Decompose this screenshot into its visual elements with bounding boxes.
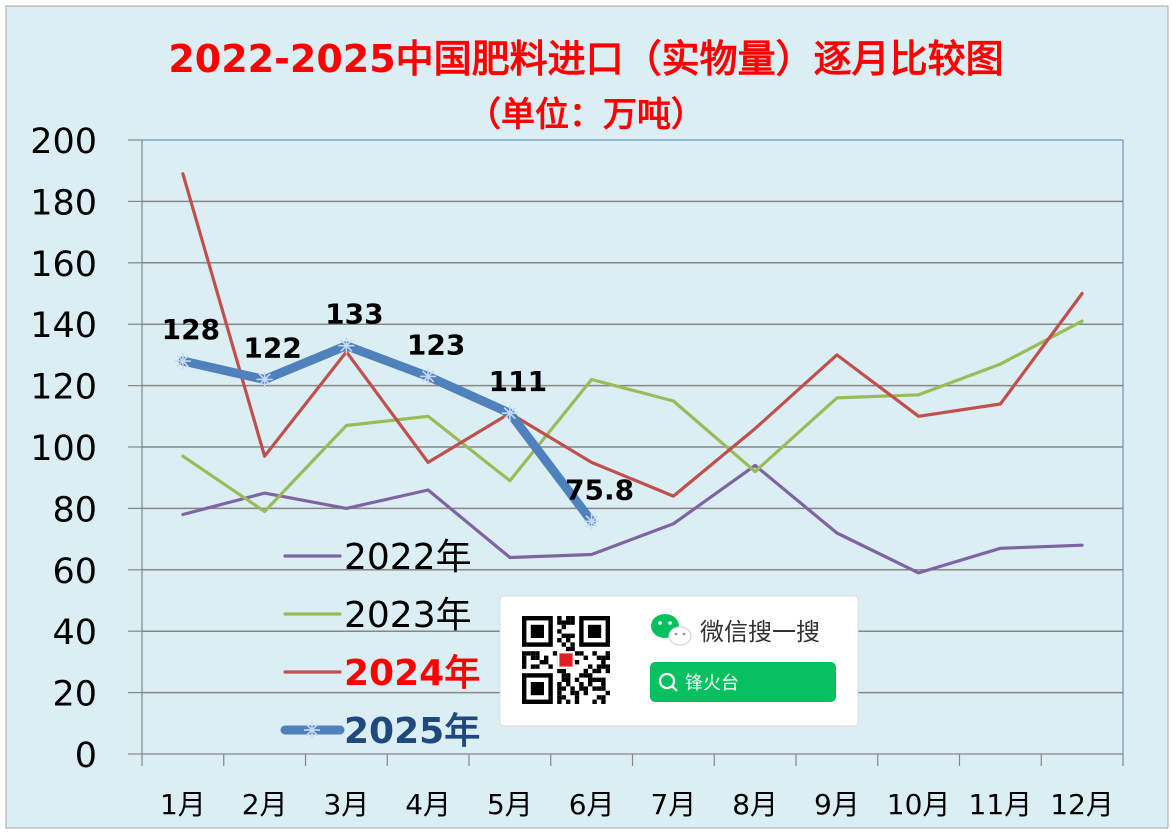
data-label: 133: [325, 298, 383, 331]
legend-label: 2023年: [344, 595, 472, 636]
x-tick-label: 10月: [887, 788, 951, 821]
data-label: 123: [407, 328, 465, 361]
wechat-icon: [651, 614, 692, 646]
y-axis-ticks: 0 20 40 60 80 100 120 140 160 180 200: [30, 122, 97, 776]
y-tick-label: 140: [30, 306, 97, 346]
x-tick-label: 8月: [732, 788, 778, 821]
data-point-3-4: [501, 405, 518, 422]
legend: 2022年 2023年 2024年 2025年: [280, 537, 480, 752]
x-tick-label: 5月: [487, 788, 533, 821]
legend-item-2: 2024年: [283, 653, 480, 694]
y-tick-label: 100: [30, 429, 97, 469]
data-label: 111: [489, 365, 547, 398]
legend-label: 2024年: [344, 653, 480, 694]
x-tick-label: 2月: [242, 788, 288, 821]
chart-title: 2022-2025中国肥料进口（实物量）逐月比较图: [168, 37, 1003, 81]
series-lines: [174, 172, 1084, 575]
y-tick-label: 120: [30, 368, 97, 408]
data-label: 122: [243, 331, 301, 364]
data-label: 128: [162, 313, 220, 346]
data-point-3-0: [174, 353, 191, 370]
y-tick-label: 80: [52, 490, 97, 530]
series-line-1: [181, 319, 1084, 514]
x-tick-label: 12月: [1050, 788, 1114, 821]
wechat-watermark: 微信搜一搜 锋火台: [499, 595, 859, 727]
y-tick-label: 180: [30, 183, 97, 223]
wechat-search-text: 微信搜一搜: [700, 618, 820, 646]
legend-item-3: 2025年: [280, 711, 480, 752]
gridlines: [128, 139, 1124, 766]
search-box[interactable]: [650, 662, 836, 702]
y-tick-label: 160: [30, 245, 97, 285]
legend-item-0: 2022年: [283, 537, 472, 578]
x-tick-label: 6月: [569, 788, 615, 821]
legend-item-1: 2023年: [283, 595, 472, 636]
data-label: 75.8: [565, 473, 634, 506]
y-tick-label: 0: [75, 736, 97, 776]
series-line-2: [181, 172, 1084, 498]
series-line-3: [178, 341, 597, 526]
x-tick-label: 4月: [405, 788, 451, 821]
y-tick-label: 60: [52, 552, 97, 592]
data-labels: 128 122 133 123 111 75.8: [162, 298, 635, 507]
x-tick-label: 7月: [650, 788, 696, 821]
legend-label: 2025年: [344, 711, 480, 752]
legend-label: 2022年: [344, 537, 472, 578]
account-name: 锋火台: [685, 673, 739, 694]
data-point-3-3: [420, 368, 437, 385]
x-tick-label: 9月: [814, 788, 860, 821]
x-tick-label: 1月: [160, 788, 206, 821]
qr-code-icon: [520, 614, 612, 706]
y-tick-label: 200: [30, 122, 97, 162]
x-axis-ticks: 1月 2月 3月 4月 5月 6月 7月 8月 9月 10月 11月 12月: [160, 788, 1114, 821]
data-point-3-1: [256, 371, 273, 388]
chart-subtitle: （单位：万吨）: [467, 95, 705, 135]
x-tick-label: 3月: [323, 788, 369, 821]
data-point-3-5: [583, 513, 600, 530]
x-tick-label: 11月: [969, 788, 1033, 821]
series-line-0: [181, 463, 1084, 575]
search-icon: [658, 672, 678, 692]
y-tick-label: 20: [52, 675, 97, 715]
data-point-3-2: [338, 337, 355, 354]
y-tick-label: 40: [52, 613, 97, 653]
